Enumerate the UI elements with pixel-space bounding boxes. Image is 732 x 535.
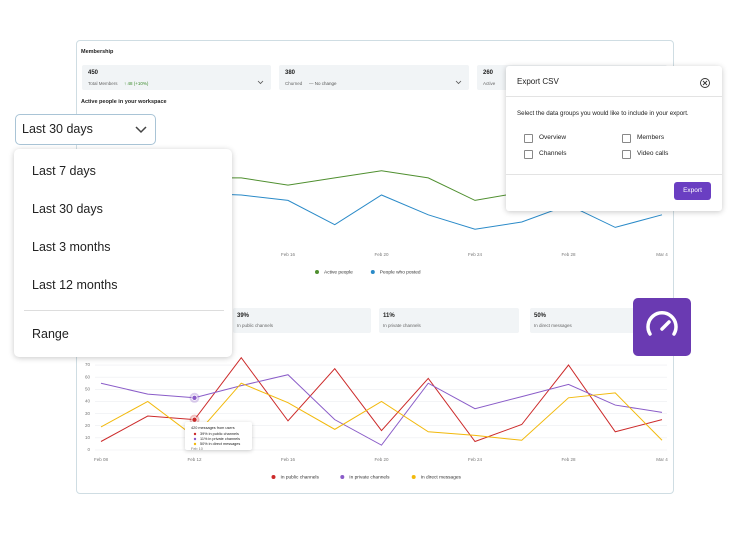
checkbox-label: Video calls [637, 150, 669, 157]
stat-box: 11% In private channels [379, 308, 519, 333]
x-tick-label: Mar 4 [656, 457, 668, 462]
divider [506, 174, 722, 175]
speed-icon [633, 298, 691, 356]
x-tick-label: Feb 24 [468, 252, 483, 257]
y-tick-label: 10 [85, 435, 91, 440]
stat-value: 260 [483, 70, 494, 76]
menu-item[interactable]: Last 7 days [32, 164, 96, 178]
menu-item[interactable]: Last 30 days [32, 202, 103, 216]
export-dialog: Export CSV Select the data groups you wo… [506, 66, 722, 211]
stat-box: 450 Total Members ↑ 48 (+10%) [82, 65, 271, 90]
menu-item[interactable]: Last 3 months [32, 240, 111, 254]
x-tick-label: Feb 16 [281, 457, 296, 462]
checkbox[interactable] [524, 134, 533, 143]
stat-label: Total Members [88, 81, 118, 86]
x-tick-label: Feb 12 [187, 457, 202, 462]
highlight-point [191, 394, 198, 401]
dialog-prompt: Select the data groups you would like to… [517, 110, 689, 117]
legend-label: Active people [324, 269, 353, 275]
y-tick-label: 70 [85, 362, 91, 367]
checkbox-label: Members [637, 134, 665, 141]
tooltip-line: 39% in public channels [200, 432, 239, 436]
stat-box: 380 Churned — No change [279, 65, 469, 90]
x-tick-label: Feb 20 [374, 457, 389, 462]
section-title: Membership [81, 49, 114, 55]
x-tick-label: Feb 28 [561, 252, 576, 257]
menu-item[interactable]: Last 12 months [32, 278, 118, 292]
legend-swatch [370, 270, 375, 274]
checkbox-label: Overview [539, 134, 567, 141]
stat-change: ↑ 48 (+10%) [124, 81, 149, 86]
date-select[interactable]: Last 30 days [15, 114, 156, 145]
stat-value: 380 [285, 70, 296, 76]
chevron [135, 126, 147, 134]
tooltip-date: Feb 10 [191, 447, 203, 451]
x-tick-label: Feb 16 [281, 252, 296, 257]
stat-label: Churned [285, 81, 303, 86]
legend-swatch [271, 475, 276, 479]
close-button[interactable] [698, 76, 712, 90]
y-tick-label: 0 [87, 447, 90, 452]
tooltip-title: 420 messages from users [191, 426, 235, 430]
y-tick-label: 30 [85, 411, 91, 416]
gauge [646, 311, 678, 336]
checkbox[interactable] [622, 134, 631, 143]
x-tick-label: Feb 08 [94, 457, 109, 462]
chevron [257, 80, 264, 85]
y-tick-label: 60 [85, 374, 91, 379]
stat-value: 11% [383, 313, 395, 319]
legend-label: In private channels [349, 474, 390, 480]
x-tick-label: Feb 28 [561, 457, 576, 462]
y-tick-label: 20 [85, 423, 91, 428]
legend-label: People who posted [380, 269, 421, 275]
stat-label: In direct messages [534, 323, 572, 328]
legend-swatch [315, 270, 319, 274]
checkbox[interactable] [622, 150, 631, 159]
divider [24, 310, 224, 311]
tooltip: 420 messages from users 39% in public ch… [185, 422, 252, 451]
dialog-title: Export CSV [517, 77, 559, 86]
legend-swatch [340, 475, 345, 479]
stat-label: In private channels [383, 323, 421, 328]
date-menu: Last 7 days Last 30 days Last 3 months L… [14, 149, 232, 357]
stat-value: 50% [534, 313, 547, 319]
checkbox[interactable] [524, 150, 533, 159]
legend-label: In direct messages [421, 474, 462, 480]
checkbox-label: Channels [539, 150, 567, 157]
x-tick-label: Mar 4 [656, 252, 668, 257]
stat-label: In public channels [237, 323, 274, 328]
stat-change: — No change [309, 81, 337, 86]
x-tick-label: Feb 24 [468, 457, 483, 462]
legend-label: In public channels [281, 474, 320, 480]
y-tick-label: 40 [85, 399, 91, 404]
menu-item[interactable]: Range [32, 327, 69, 341]
legend-swatch [411, 475, 416, 479]
chevron [455, 80, 462, 85]
export-button[interactable]: Export [674, 182, 711, 200]
y-tick-label: 50 [85, 386, 91, 391]
tooltip-dots [193, 432, 197, 446]
stat-box: 39% In public channels [233, 308, 371, 333]
x-tick-label: Feb 20 [374, 252, 389, 257]
stat-label: Active [483, 81, 496, 86]
stat-value: 450 [88, 70, 99, 76]
tooltip-line: 11% in private channels [200, 437, 241, 441]
select-value: Last 30 days [22, 122, 93, 136]
divider [506, 96, 722, 97]
chart-title: Active people in your workspace [81, 99, 167, 105]
tooltip-line: 50% in direct messages [200, 442, 241, 446]
stat-value: 39% [237, 313, 250, 319]
